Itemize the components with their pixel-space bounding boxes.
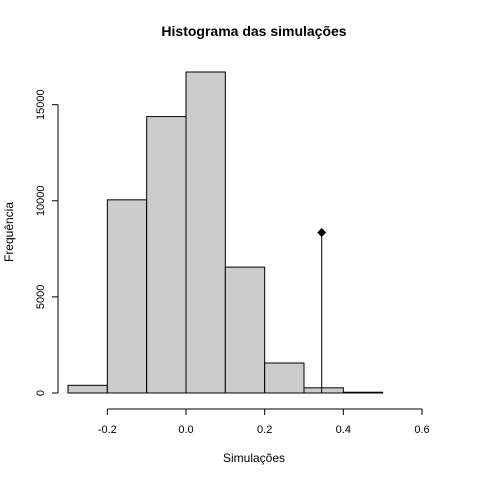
y-tick-label: 0 [35, 390, 47, 396]
x-tick-label: 0.4 [336, 424, 351, 436]
x-tick-label: 0.6 [414, 424, 429, 436]
y-tick-label: 15000 [35, 89, 47, 120]
chart-title: Histograma das simulações [161, 23, 346, 39]
histogram-bar [303, 387, 344, 394]
histogram-bar [106, 199, 148, 394]
y-axis: 0 5000 10000 15000 [35, 89, 59, 396]
histogram-bar [185, 71, 226, 394]
histogram-bar [342, 391, 384, 394]
histogram-bar [264, 362, 305, 394]
histogram-bar [67, 384, 108, 394]
marker-group [317, 228, 327, 393]
x-axis: -0.2 0.0 0.2 0.4 0.6 [98, 408, 430, 436]
y-tick-label: 10000 [35, 185, 47, 216]
marker-diamond [317, 228, 327, 237]
y-axis-label: Frequência [2, 202, 16, 262]
x-tick-label: -0.2 [98, 424, 117, 436]
x-tick-label: 0.0 [178, 424, 193, 436]
histogram-bar [146, 116, 187, 394]
histogram-bar [224, 266, 266, 394]
x-tick-label: 0.2 [257, 424, 272, 436]
y-tick-label: 5000 [35, 285, 47, 309]
bars-group [67, 71, 384, 394]
x-axis-label: Simulações [223, 451, 285, 465]
